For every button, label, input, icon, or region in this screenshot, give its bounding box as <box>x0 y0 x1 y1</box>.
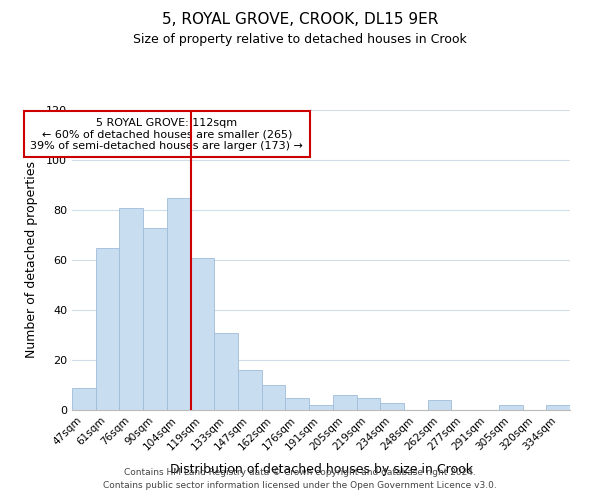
Bar <box>428 400 451 410</box>
Text: Size of property relative to detached houses in Crook: Size of property relative to detached ho… <box>133 32 467 46</box>
X-axis label: Distribution of detached houses by size in Crook: Distribution of detached houses by size … <box>170 463 473 476</box>
Bar <box>499 405 523 410</box>
Bar <box>72 388 96 410</box>
Bar <box>214 332 238 410</box>
Bar <box>262 385 286 410</box>
Bar <box>333 395 356 410</box>
Y-axis label: Number of detached properties: Number of detached properties <box>25 162 38 358</box>
Bar <box>380 402 404 410</box>
Bar <box>286 398 309 410</box>
Text: 5 ROYAL GROVE: 112sqm
← 60% of detached houses are smaller (265)
39% of semi-det: 5 ROYAL GROVE: 112sqm ← 60% of detached … <box>31 118 303 150</box>
Bar <box>546 405 570 410</box>
Bar <box>167 198 191 410</box>
Bar <box>238 370 262 410</box>
Bar <box>191 258 214 410</box>
Text: Contains HM Land Registry data © Crown copyright and database right 2024.
Contai: Contains HM Land Registry data © Crown c… <box>103 468 497 490</box>
Bar <box>96 248 119 410</box>
Bar <box>309 405 333 410</box>
Bar <box>119 208 143 410</box>
Text: 5, ROYAL GROVE, CROOK, DL15 9ER: 5, ROYAL GROVE, CROOK, DL15 9ER <box>162 12 438 28</box>
Bar <box>143 228 167 410</box>
Bar <box>356 398 380 410</box>
